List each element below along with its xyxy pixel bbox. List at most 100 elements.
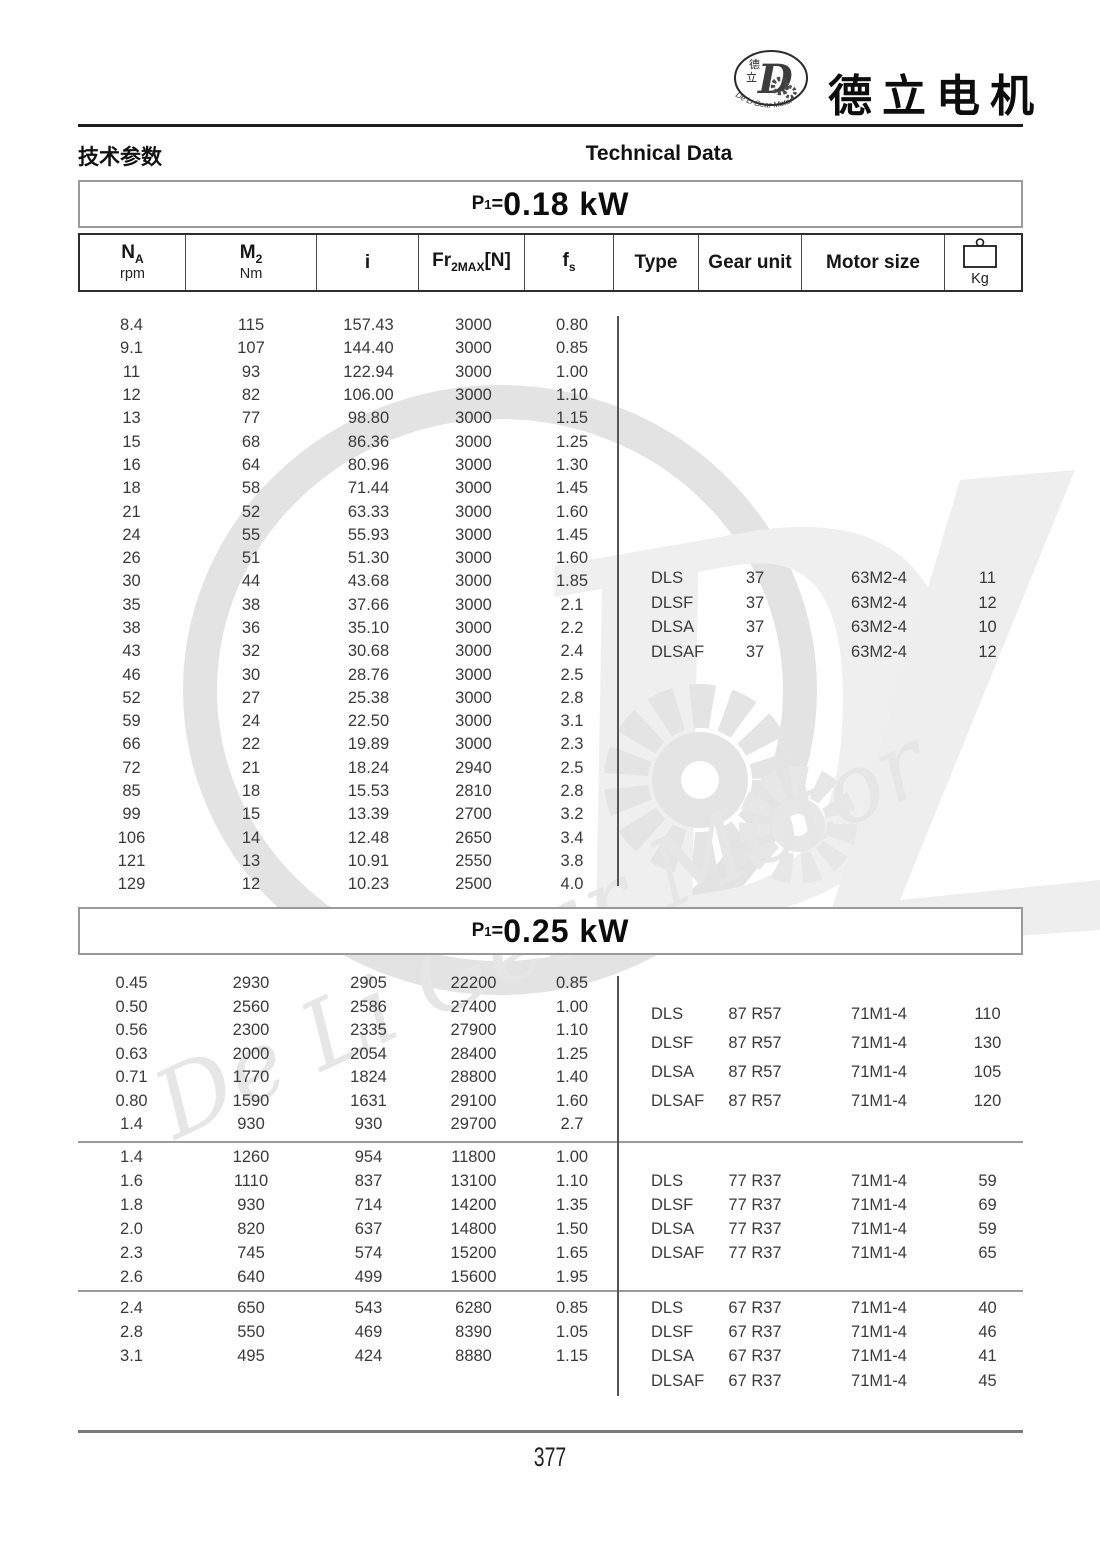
weight-cell: 105 [973,1063,1002,1081]
value-cell: 1.60 [555,1091,589,1110]
weight-cell: 65 [978,1243,997,1262]
value-cell: 14200 [450,1195,497,1214]
value-cell: 1.10 [555,1171,589,1190]
na-symbol: N [121,241,136,263]
value-cell: 3000 [455,712,492,731]
motor-size-cell: 71M1-4 [851,1219,907,1238]
type-row: DLS 37 63M2-4 11 [617,566,1024,591]
data-row: 1.6 1110 837 13100 1.10 [78,1169,1023,1193]
value-cell: 1260 [232,1147,270,1166]
na-subscript: A [135,251,144,266]
value-cell: 28.76 [347,665,390,684]
value-cell: 86.36 [347,432,390,451]
value-cell: 9.1 [120,339,143,358]
value-cell: 1.00 [555,362,589,381]
data-block-025-2: 1.4 1260 954 11800 1.00 1.6 1110 837 13100 1.10 1.… [78,1145,1023,1289]
type-row: DLSF 37 63M2-4 12 [617,591,1024,616]
value-cell: 3000 [455,316,492,335]
motor-size-cell: 63M2-4 [851,568,907,587]
value-cell: 1824 [350,1068,387,1087]
value-cell: 19.89 [347,735,390,754]
value-cell: 15600 [450,1267,497,1286]
m2-symbol: M [239,241,256,263]
value-cell: 930 [354,1115,383,1134]
gear-unit-cell: 87 R57 [728,1005,782,1023]
data-row: 26 51 51.30 3000 1.60 [78,547,1023,570]
value-cell: 1.4 [120,1147,143,1166]
gear-unit-cell: 37 [745,568,765,587]
type-row: DLSF 87 R57 71M1-4 130 [617,1029,1024,1058]
gear-unit-cell: 87 R57 [728,1063,782,1081]
value-cell: 66 [122,735,141,754]
weight-cell: 69 [978,1195,997,1214]
value-cell: 13.39 [347,805,390,824]
value-cell: 2.5 [560,758,584,777]
value-cell: 3000 [455,549,492,568]
col-header-kg: Kg [944,235,1015,290]
value-cell: 1.25 [555,1044,589,1063]
value-cell: 2810 [455,782,492,801]
value-cell: 35 [122,595,141,614]
value-cell: 11800 [451,1147,496,1166]
type-row: DLSAF 37 63M2-4 12 [617,640,1024,665]
value-cell: 3.2 [560,805,584,824]
value-cell: 3000 [455,502,492,521]
power-subscript: 1 [484,196,492,212]
value-cell: 18.24 [347,758,390,777]
data-row: 12 82 106.00 3000 1.10 [78,384,1023,407]
value-cell: 1770 [232,1068,270,1087]
power-symbol: P [471,920,485,941]
value-cell: 1.50 [555,1219,589,1238]
data-row: 3.1 495 424 8880 1.15 [78,1345,1023,1369]
type-cell: DLS [651,1171,684,1190]
value-cell: 1.10 [555,1021,589,1040]
value-cell: 29100 [450,1091,497,1110]
value-cell: 64 [241,455,261,474]
value-cell: 1.35 [555,1195,589,1214]
data-row: 35 38 37.66 3000 2.1 [78,594,1023,617]
logo-char-bottom: 立 [746,70,757,84]
type-cell: DLS [651,568,684,587]
data-row: 38 36 35.10 3000 2.2 [78,617,1023,640]
col-header-fr2max: Fr2MAX[N] [418,235,524,290]
value-cell: 51.30 [347,549,390,568]
value-cell: 27900 [450,1021,497,1040]
weight-cell: 40 [978,1298,997,1317]
i-symbol: i [364,251,371,273]
value-cell: 13 [122,409,141,428]
type-cell: DLSAF [651,1371,705,1390]
value-cell: 3000 [455,572,492,591]
value-cell: 1.85 [555,572,589,591]
value-cell: 82 [241,386,261,405]
motor-size-cell: 71M1-4 [851,1063,907,1081]
gear-unit-cell: 37 [745,593,765,612]
type-row: DLSAF 67 R37 71M1-4 45 [617,1369,1024,1393]
value-cell: 1.00 [555,997,589,1016]
type-cell: DLSAF [651,642,705,661]
data-row: 9.1 107 144.40 3000 0.85 [78,337,1023,360]
type-cell: DLSAF [651,1243,705,1262]
value-cell: 1.8 [120,1195,143,1214]
value-cell: 1.10 [555,386,589,405]
speed-table: 0.45 2930 2905 22200 0.85 0.50 2560 2586 27400 1.… [78,972,1023,1137]
data-row: 18 58 71.44 3000 1.45 [78,477,1023,500]
motor-size-cell: 71M1-4 [851,1371,907,1390]
value-cell: 0.85 [555,974,589,993]
data-row: 2.0 820 637 14800 1.50 [78,1217,1023,1241]
motor-size-cell: 71M1-4 [851,1243,907,1262]
weight-cell: 120 [973,1092,1002,1110]
fs-symbol: f [562,250,569,272]
data-row: 0.50 2560 2586 27400 1.00 [78,996,1023,1020]
col-header-na: NA rpm [80,235,185,290]
value-cell: 12 [122,386,141,405]
value-cell: 106 [117,828,146,847]
value-cell: 44 [241,572,261,591]
col-header-type: Type [613,235,698,290]
value-cell: 0.80 [115,1091,148,1110]
value-cell: 22.50 [347,712,390,731]
value-cell: 32 [241,642,261,661]
value-cell: 2.2 [560,619,584,637]
type-row: DLSAF 87 R57 71M1-4 120 [617,1087,1024,1116]
value-cell: 650 [237,1298,265,1317]
value-cell: 1.95 [555,1267,589,1286]
